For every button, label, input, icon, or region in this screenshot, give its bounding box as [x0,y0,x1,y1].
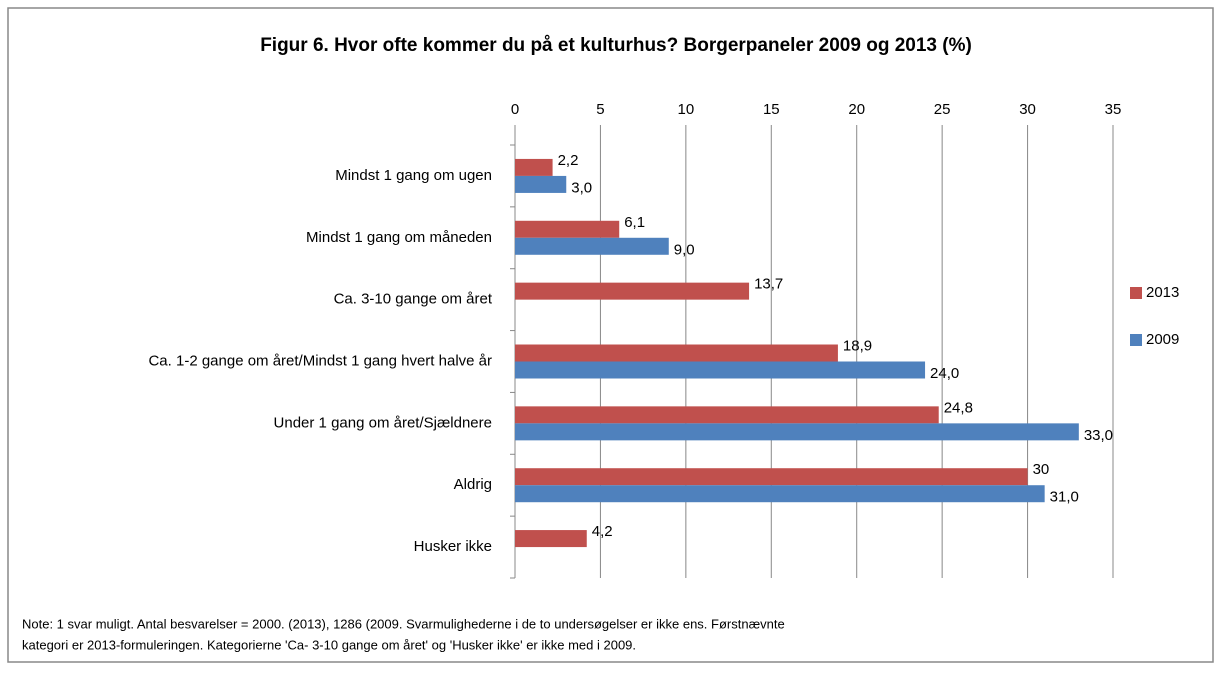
note: Note: 1 svar muligt. Antal besvarelser =… [22,616,785,631]
bar [515,282,750,300]
bar [515,406,939,424]
value-label: 24,0 [930,365,959,382]
category-label: Aldrig [454,476,492,493]
category-label: Mindst 1 gang om måneden [306,229,492,246]
bar [515,237,669,255]
value-label: 24,8 [944,399,973,416]
x-tick-label: 15 [763,101,780,118]
category-label: Ca. 3-10 gange om året [334,291,493,308]
legend-swatch [1130,287,1142,299]
x-tick-label: 30 [1019,101,1036,118]
bar [515,361,926,379]
value-label: 31,0 [1050,489,1079,506]
legend-label: 2009 [1146,331,1179,348]
bar [515,344,838,362]
chart-title: Figur 6. Hvor ofte kommer du på et kultu… [260,35,972,56]
legend-label: 2013 [1146,284,1179,301]
bar [515,423,1079,441]
bar [515,220,620,238]
value-label: 2,2 [558,152,579,169]
x-tick-label: 25 [934,101,951,118]
category-label: Under 1 gang om året/Sjældnere [274,414,492,431]
bar [515,530,587,548]
x-tick-label: 0 [511,101,519,118]
x-tick-label: 20 [848,101,865,118]
value-label: 4,2 [592,523,613,540]
bar [515,175,567,193]
category-label: Ca. 1-2 gange om året/Mindst 1 gang hver… [148,352,492,369]
bar [515,485,1045,503]
value-label: 33,0 [1084,427,1113,444]
category-label: Mindst 1 gang om ugen [335,167,492,184]
x-tick-label: 5 [596,101,604,118]
value-label: 30 [1033,461,1050,478]
note: kategori er 2013-formuleringen. Kategori… [22,637,636,652]
bar [515,158,553,176]
x-tick-label: 35 [1105,101,1122,118]
frame [7,7,1214,663]
legend-swatch [1130,334,1142,346]
value-label: 6,1 [624,214,645,231]
value-label: 3,0 [571,179,592,196]
category-label: Husker ikke [414,538,492,555]
value-label: 9,0 [674,241,695,258]
bar [515,468,1028,486]
value-label: 18,9 [843,337,872,354]
x-tick-label: 10 [678,101,695,118]
value-label: 13,7 [754,276,783,293]
